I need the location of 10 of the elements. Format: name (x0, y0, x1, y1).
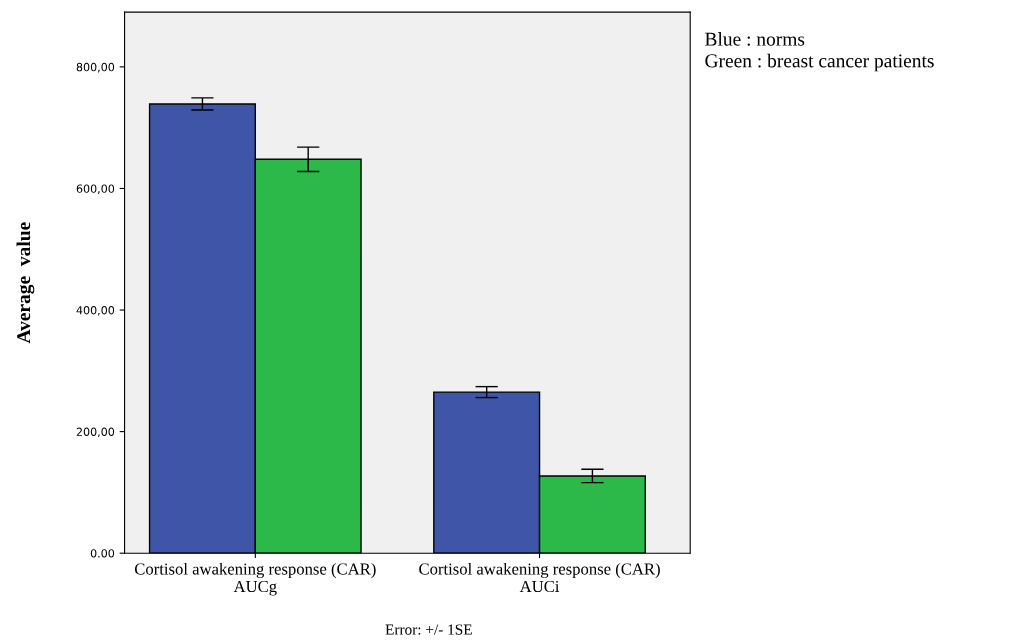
text: Error: +/- 1SE (385, 624, 472, 635)
text: Blue : norms Green : breast cancer patients (705, 32, 934, 72)
y-tick-label: 600,00 (76, 184, 115, 194)
y-tick-label: 400,00 (76, 306, 115, 316)
y-axis-title: Average value (16, 222, 35, 344)
y-tick-label: 800,00 (76, 62, 115, 73)
x-tick-label: Cortisol awakening response (CAR) AUCi (419, 562, 660, 593)
y-tick-label: 200,00 (76, 427, 115, 438)
x-tick-label: Cortisol awakening response (CAR) AUCg (134, 562, 376, 596)
y-tick-label: 0.00 (90, 549, 115, 558)
